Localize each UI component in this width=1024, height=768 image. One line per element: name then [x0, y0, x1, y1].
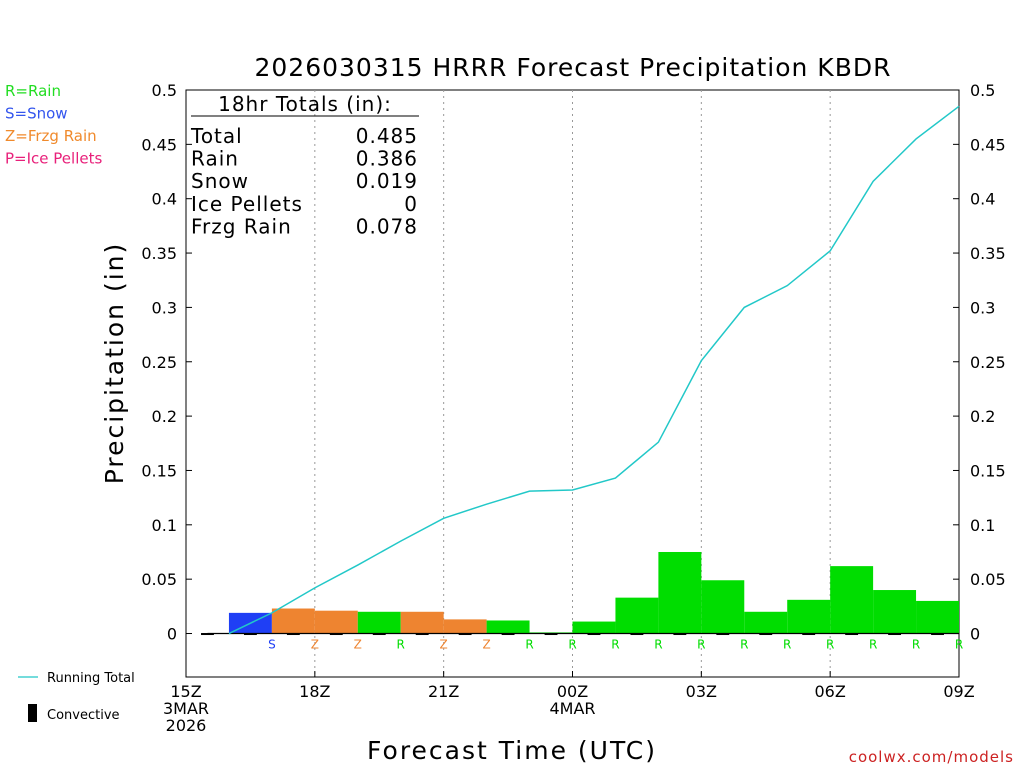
- legend-item: Z=Frzg Rain: [5, 127, 97, 145]
- y-tick-label-right: 0.1: [970, 516, 995, 535]
- precip-type-label: Z: [482, 638, 490, 652]
- y-tick-label-left: 0.2: [152, 407, 177, 426]
- running-total-line: [228, 105, 960, 635]
- totals-row-label: Total: [190, 124, 243, 148]
- y-tick-label-right: 0.05: [970, 570, 1006, 589]
- precip-bar: [787, 599, 831, 634]
- precip-type-label: R: [869, 638, 877, 652]
- precip-bar: [400, 611, 444, 634]
- x-axis-title: Forecast Time (UTC): [367, 736, 657, 765]
- totals-row-value: 0.485: [356, 124, 418, 148]
- y-tick-label-left: 0.1: [152, 516, 177, 535]
- precip-type-label: R: [568, 638, 576, 652]
- precip-type-label: R: [397, 638, 405, 652]
- precip-bar: [701, 580, 745, 634]
- totals-row-label: Frzg Rain: [191, 214, 292, 238]
- precip-bar: [443, 619, 487, 634]
- totals-row-label: Snow: [191, 169, 249, 193]
- totals-row-value: 0.019: [356, 169, 418, 193]
- precip-bar: [658, 551, 702, 634]
- y-tick-label-left: 0.45: [141, 135, 177, 154]
- precip-bar: [271, 608, 315, 634]
- convective-label: Convective: [47, 708, 120, 723]
- legend-item: P=Ice Pellets: [5, 150, 102, 168]
- precip-type-label: Z: [311, 638, 319, 652]
- y-tick-label-left: 0.25: [141, 353, 177, 372]
- y-axis-title: Precipitation (in): [100, 242, 129, 485]
- x-tick-label: 18Z: [299, 682, 330, 701]
- totals-box: 18hr Totals (in): Total 0.485 Rain 0.386 Sno…: [190, 92, 419, 238]
- chart-title: 2026030315 HRRR Forecast Precipitation K…: [255, 53, 892, 82]
- x-tick-label: 21Z: [428, 682, 459, 701]
- x-tick-label: 3MAR: [163, 699, 209, 718]
- y-ticks-group: 0.5 0.5 0.45 0.45 0.4 0.4 0.35 0.35 0.3 0.3 0.25 0.…: [141, 81, 1005, 644]
- precip-type-label: R: [611, 638, 619, 652]
- running-total-label: Running Total: [47, 671, 135, 686]
- precip-type-label: R: [654, 638, 662, 652]
- precip-type-label: R: [697, 638, 705, 652]
- legend-item: R=Rain: [5, 82, 61, 100]
- y-tick-label-right: 0.25: [970, 353, 1006, 372]
- precip-bar: [744, 611, 788, 634]
- precip-bar: [873, 590, 917, 634]
- y-tick-label-left: 0.3: [152, 298, 177, 317]
- precip-type-label: R: [955, 638, 963, 652]
- y-tick-label-right: 0.5: [970, 81, 995, 100]
- x-tick-label: 09Z: [943, 682, 974, 701]
- x-tick-label: 4MAR: [549, 699, 595, 718]
- y-tick-label-right: 0.3: [970, 298, 995, 317]
- totals-row-label: Ice Pellets: [191, 192, 303, 216]
- convective-swatch: [28, 704, 37, 722]
- totals-heading: 18hr Totals (in):: [218, 92, 392, 116]
- y-tick-label-left: 0.4: [152, 190, 177, 209]
- precip-type-label: R: [525, 638, 533, 652]
- precip-bar: [916, 600, 959, 634]
- x-tick-label: 2026: [166, 716, 207, 735]
- precip-type-label: Z: [440, 638, 448, 652]
- precip-type-legend: R=Rain S=Snow Z=Frzg Rain P=Ice Pellets: [5, 82, 102, 168]
- y-tick-label-left: 0.15: [141, 461, 177, 480]
- y-tick-label-right: 0.35: [970, 244, 1006, 263]
- precip-type-label: R: [783, 638, 791, 652]
- precip-type-label: Z: [354, 638, 362, 652]
- x-tick-label: 06Z: [815, 682, 846, 701]
- y-tick-label-left: 0.05: [141, 570, 177, 589]
- y-tick-label-left: 0.35: [141, 244, 177, 263]
- precip-bar: [830, 566, 874, 634]
- credit-text: coolwx.com/models: [849, 748, 1014, 766]
- grid-lines: [314, 90, 831, 677]
- totals-row-value: 0.386: [356, 147, 418, 171]
- precip-bar: [572, 621, 616, 634]
- precip-bar: [486, 620, 530, 634]
- y-tick-label-right: 0.4: [970, 190, 995, 209]
- precip-type-label: R: [740, 638, 748, 652]
- running-total-group: [228, 105, 960, 635]
- precip-bar: [615, 597, 659, 634]
- x-tick-label: 03Z: [686, 682, 717, 701]
- precip-bar: [314, 610, 358, 634]
- precip-bar: [357, 611, 401, 634]
- precip-type-label: S: [268, 638, 276, 652]
- totals-row-value: 0.078: [356, 214, 418, 238]
- y-tick-label-right: 0: [970, 625, 980, 644]
- y-tick-label-left: 0: [167, 625, 177, 644]
- precip-type-label: R: [826, 638, 834, 652]
- y-tick-label-right: 0.45: [970, 135, 1006, 154]
- x-tick-label: 00Z: [557, 682, 588, 701]
- y-tick-label-right: 0.2: [970, 407, 995, 426]
- totals-row-label: Rain: [191, 147, 239, 171]
- legend-item: S=Snow: [5, 105, 68, 123]
- y-tick-label-right: 0.15: [970, 461, 1006, 480]
- precip-type-label: R: [912, 638, 920, 652]
- totals-row-value: 0: [404, 192, 418, 216]
- x-tick-label: 15Z: [170, 682, 201, 701]
- y-tick-label-left: 0.5: [152, 81, 177, 100]
